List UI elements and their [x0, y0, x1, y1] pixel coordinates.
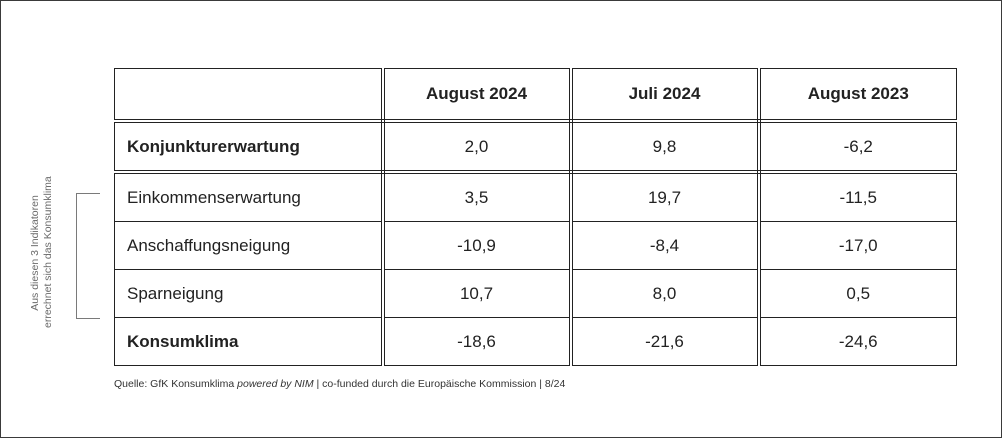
table-cell: -17,0	[758, 221, 957, 270]
side-annotation: Aus diesen 3 Indikatoren errechnet sich …	[22, 176, 62, 328]
table-cell: -21,6	[570, 317, 761, 366]
table-cell: 10,7	[382, 269, 573, 318]
source-emphasis: powered by NIM	[237, 378, 314, 390]
header-cell-august-2024: August 2024	[382, 68, 573, 123]
header-cell-juli-2024: Juli 2024	[570, 68, 761, 123]
table-cell: 0,5	[758, 269, 957, 318]
table-cell: -10,9	[382, 221, 573, 270]
source-suffix: | co-funded durch die Europäische Kommis…	[313, 378, 566, 390]
table-cell: -18,6	[382, 317, 573, 366]
table-cell: 9,8	[570, 120, 761, 174]
row-label: Anschaffungsneigung	[114, 221, 385, 270]
source-prefix: Quelle: GfK Konsumklima	[114, 378, 238, 390]
table-row: Konsumklima -18,6 -21,6 -24,6	[114, 317, 957, 366]
header-cell-august-2023: August 2023	[758, 68, 957, 123]
row-label: Sparneigung	[114, 269, 385, 318]
table-cell: -24,6	[758, 317, 957, 366]
table-cell: -11,5	[758, 171, 957, 222]
table-cell: -8,4	[570, 221, 761, 270]
table-cell: 3,5	[382, 171, 573, 222]
table-cell: -6,2	[758, 120, 957, 174]
table-cell: 2,0	[382, 120, 573, 174]
table-cell: 19,7	[570, 171, 761, 222]
source-note: Quelle: GfK Konsumklima powered by NIM |…	[114, 378, 565, 390]
consumer-climate-table: August 2024 Juli 2024 August 2023 Konjun…	[114, 68, 957, 366]
header-cell-empty	[114, 68, 385, 123]
row-label: Konsumklima	[114, 317, 385, 366]
table-row: Einkommenserwartung 3,5 19,7 -11,5	[114, 171, 957, 222]
table-row: Anschaffungsneigung -10,9 -8,4 -17,0	[114, 221, 957, 270]
row-label: Konjunkturerwartung	[114, 120, 385, 174]
side-annotation-line-1: Aus diesen 3 Indikatoren	[29, 195, 41, 311]
table-row: Sparneigung 10,7 8,0 0,5	[114, 269, 957, 318]
grouping-bracket	[76, 193, 100, 319]
row-label: Einkommenserwartung	[114, 171, 385, 222]
table-cell: 8,0	[570, 269, 761, 318]
side-annotation-line-2: errechnet sich das Konsumklima	[42, 176, 54, 328]
table-header-row: August 2024 Juli 2024 August 2023	[114, 68, 957, 123]
table-row: Konjunkturerwartung 2,0 9,8 -6,2	[114, 120, 957, 174]
